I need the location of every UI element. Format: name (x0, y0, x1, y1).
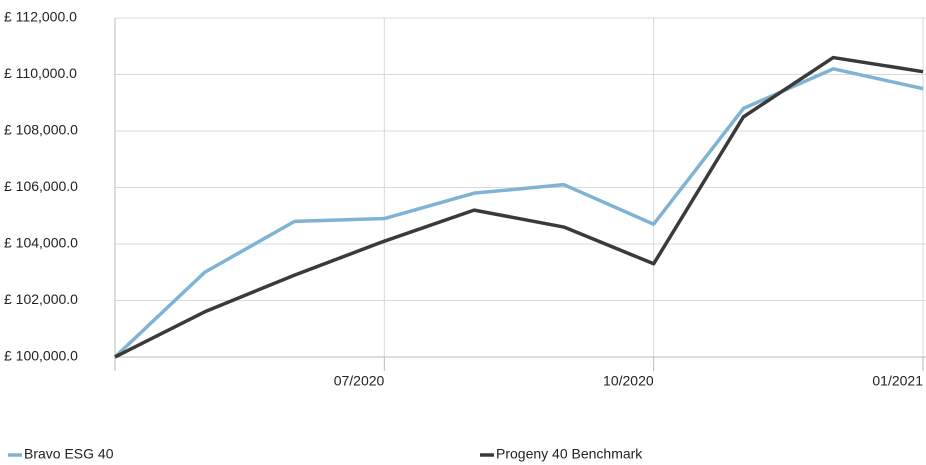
series-line (114, 55, 924, 359)
y-tick-label: £ 112,000.0 (4, 9, 77, 25)
y-tick-label: £ 100,000.0 (4, 348, 78, 364)
y-tick-label: £ 102,000.0 (4, 291, 78, 307)
series-line (113, 67, 924, 359)
y-tick-label: £ 108,000.0 (4, 122, 78, 138)
x-tick-label: 10/2020 (603, 373, 654, 389)
x-tick-label: 01/2021 (872, 373, 923, 389)
legend-label: Bravo ESG 40 (24, 446, 114, 462)
y-tick-label: £ 104,000.0 (4, 235, 78, 251)
y-tick-label: £ 110,000.0 (4, 65, 77, 81)
legend-label: Progeny 40 Benchmark (496, 446, 643, 462)
x-tick-label: 07/2020 (334, 373, 385, 389)
y-tick-label: £ 106,000.0 (4, 178, 78, 194)
